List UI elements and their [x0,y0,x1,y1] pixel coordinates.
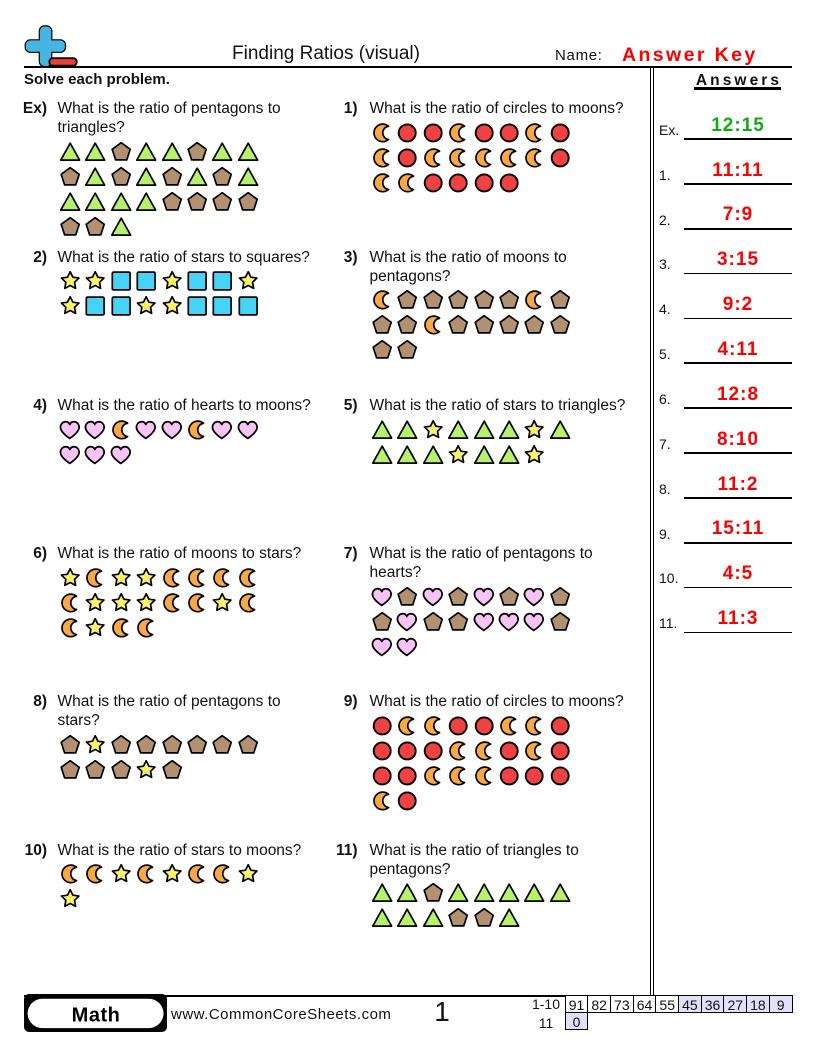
svg-text:Math: Math [72,1005,121,1027]
